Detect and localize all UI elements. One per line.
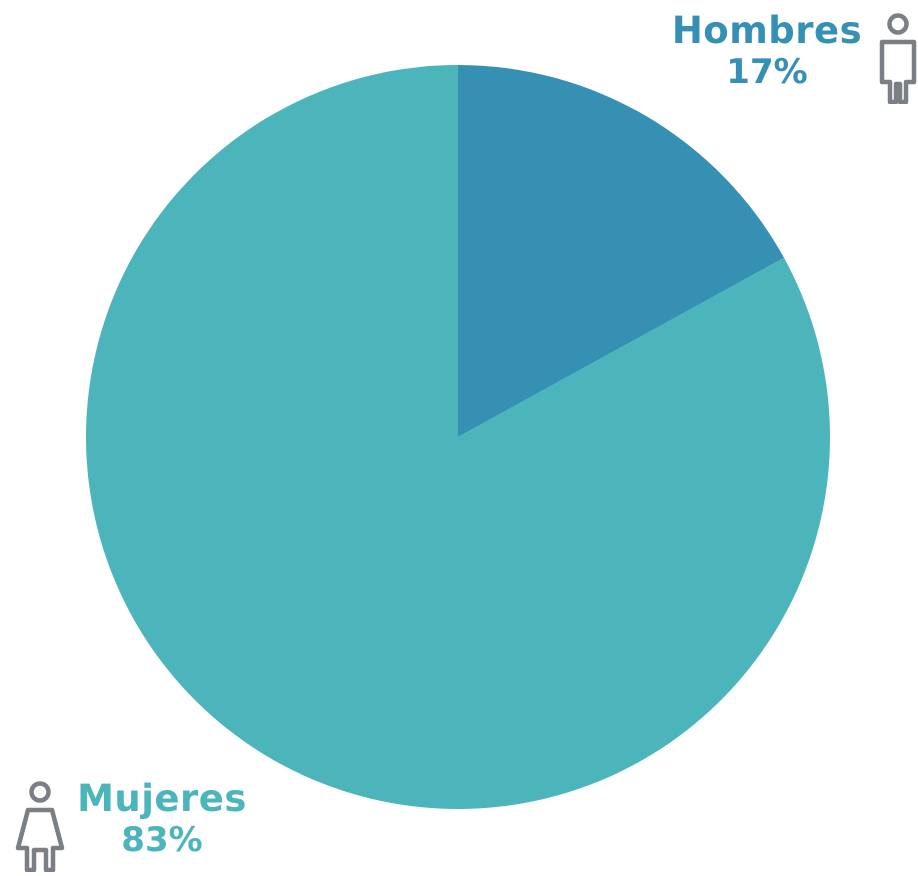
- slice-value-hombres: 17%: [726, 51, 808, 92]
- slice-label-hombres: Hombres 17%: [668, 9, 866, 92]
- male-person-icon: [878, 12, 918, 108]
- female-person-icon: [12, 780, 68, 876]
- slice-value-mujeres: 83%: [121, 819, 203, 860]
- slice-label-mujeres: Mujeres 83%: [72, 777, 252, 860]
- slice-name-mujeres: Mujeres: [77, 777, 247, 820]
- pie-slices: [86, 65, 830, 810]
- pie-slice-mujeres: [86, 65, 830, 810]
- slice-name-hombres: Hombres: [671, 9, 863, 52]
- pie-slice-hombres: [458, 65, 784, 437]
